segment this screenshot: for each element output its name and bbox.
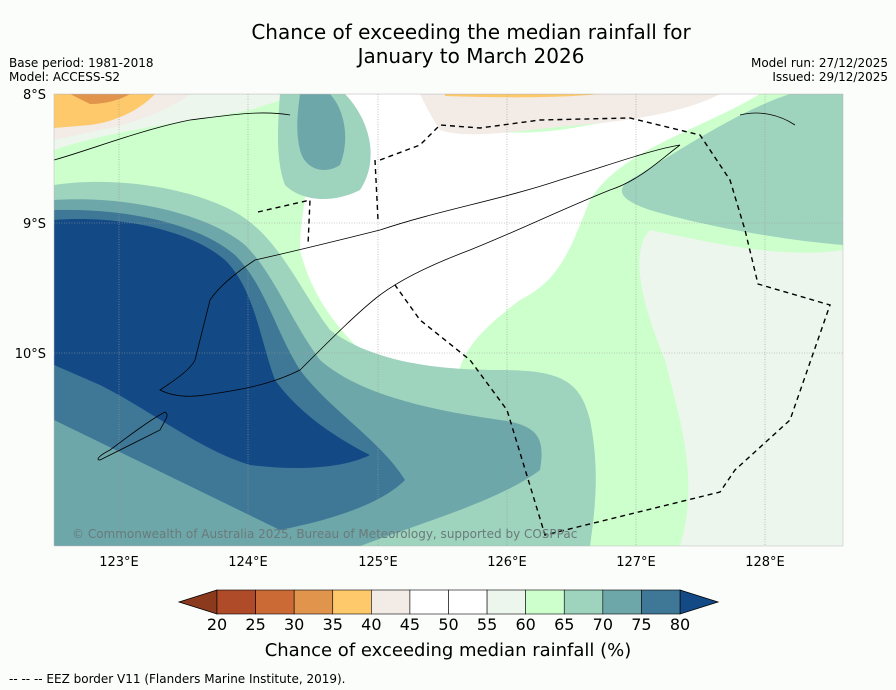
colorbar-tick-label: 30: [284, 615, 304, 634]
colorbar-tick-label: 55: [477, 615, 497, 634]
colorbar-title: Chance of exceeding median rainfall (%): [264, 640, 632, 661]
eez-segment-west: [257, 199, 311, 246]
chart-title: Chance of exceeding the median rainfall …: [0, 20, 896, 68]
colorbar-tick-label: 60: [515, 615, 535, 634]
lon-labels: 123°E 124°E 125°E 126°E 127°E 128°E: [99, 555, 785, 570]
contour-70-75-north: [297, 94, 346, 170]
contour-65-70-east: [621, 94, 843, 245]
lon-label-128e: 128°E: [745, 555, 785, 570]
colorbar-tick-label: 75: [631, 615, 651, 634]
lat-label-9s: 9°S: [23, 217, 46, 232]
colorbar-bin: [602, 589, 642, 615]
colorbar-bin: [409, 589, 449, 615]
colorbar-tick-label: 65: [554, 615, 574, 634]
colorbar-bin: [293, 589, 334, 615]
colorbar-bin: [641, 589, 681, 615]
graticule: [54, 94, 843, 546]
copyright-text: © Commonwealth of Australia 2025, Bureau…: [72, 527, 577, 541]
flores-coastline: [54, 112, 291, 161]
model-name: Model: ACCESS-S2: [9, 70, 121, 84]
colorbar-bin: [525, 589, 565, 615]
colorbar-tick-label: 35: [323, 615, 343, 634]
colorbar-bin: [448, 589, 488, 615]
colorbar-tick-label: 80: [670, 615, 690, 634]
contour-50-55: [339, 94, 528, 303]
issued-date: Issued: 29/12/2025: [772, 70, 888, 84]
colorbar-bin: [332, 589, 372, 615]
eez-border: [257, 117, 831, 536]
colorbar-bin: [486, 589, 526, 615]
contour-35-40-top: [445, 94, 600, 98]
coastlines: [54, 112, 796, 461]
contour-above-80: [54, 219, 370, 468]
eez-footnote: -- -- -- EEZ border V11 (Flanders Marine…: [9, 672, 346, 686]
lat-label-8s: 8°S: [23, 88, 46, 103]
lon-label-126e: 126°E: [487, 555, 527, 570]
contour-30-35: [70, 94, 130, 104]
contour-35-40: [54, 94, 155, 128]
colorbar-bin: [255, 589, 295, 615]
colorbar-bin: [216, 589, 256, 615]
meta-right: Model run: 27/12/2025 Issued: 29/12/2025: [751, 56, 888, 84]
colorbar: 20 25 30 35 40 45 50 55 60 65 70 75 80: [177, 589, 720, 634]
lat-labels: 8°S 9°S 10°S: [15, 88, 46, 362]
map-frame: [53, 93, 844, 547]
rote-coastline: [97, 411, 168, 461]
colorbar-tick-label: 25: [245, 615, 265, 634]
timor-coastline: [159, 144, 681, 397]
contour-40-45: [420, 94, 720, 135]
meta-left: Base period: 1981-2018 Model: ACCESS-S2: [9, 56, 154, 84]
title-line-2: January to March 2026: [357, 44, 585, 68]
colorbar-above-arrow: [679, 589, 720, 615]
lon-label-125e: 125°E: [358, 555, 398, 570]
title-line-1: Chance of exceeding the median rainfall …: [251, 20, 691, 44]
lat-label-10s: 10°S: [15, 347, 46, 362]
rainfall-contours: [54, 94, 843, 546]
eez-segment-mid: [374, 159, 379, 221]
colorbar-tick-label: 70: [593, 615, 613, 634]
colorbar-bin: [563, 589, 604, 615]
colorbar-tick-label: 50: [438, 615, 458, 634]
model-run: Model run: 27/12/2025: [750, 56, 888, 70]
colorbar-tick-label: 20: [207, 615, 227, 634]
colorbar-bin: [371, 589, 411, 615]
lon-label-127e: 127°E: [616, 555, 656, 570]
lon-label-123e: 123°E: [99, 555, 139, 570]
base-period: Base period: 1981-2018: [9, 56, 154, 70]
island-coastline: [739, 112, 796, 126]
colorbar-below-arrow: [177, 589, 218, 615]
eez-segment-east: [379, 117, 831, 536]
lon-label-124e: 124°E: [228, 555, 268, 570]
colorbar-tick-label: 40: [361, 615, 381, 634]
colorbar-tick-label: 45: [400, 615, 420, 634]
